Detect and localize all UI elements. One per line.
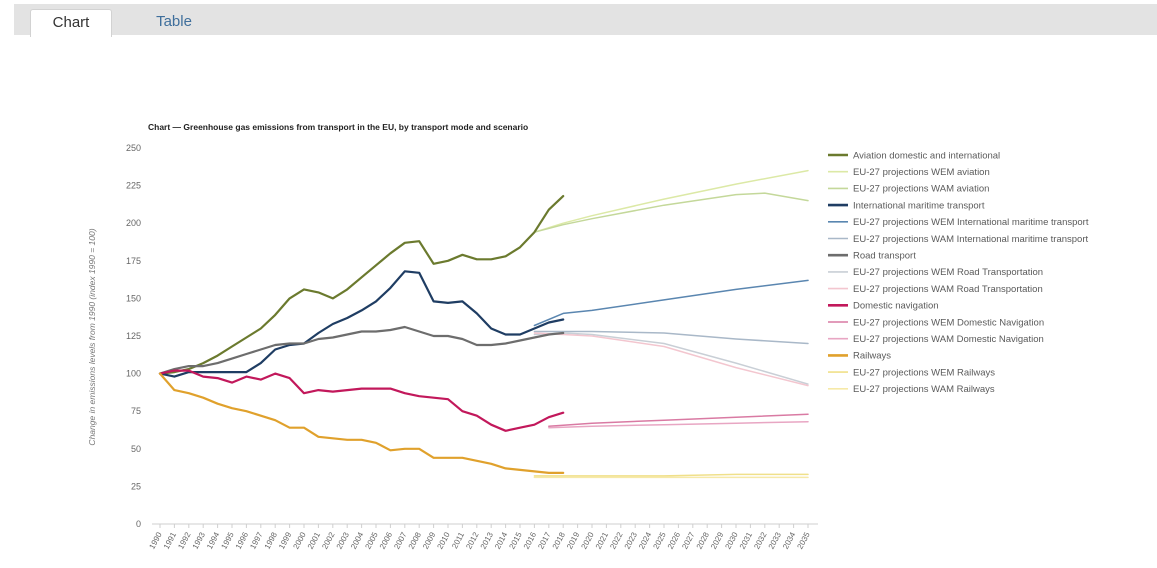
x-tick-label: 2031 — [738, 530, 755, 550]
x-tick-label: 2003 — [335, 530, 352, 550]
x-tick-label: 2022 — [608, 530, 625, 550]
y-tick-label: 125 — [126, 331, 141, 341]
x-tick-label: 2021 — [594, 530, 611, 550]
y-tick-label: 25 — [131, 481, 141, 491]
y-tick-label: 0 — [136, 519, 141, 529]
x-tick-label: 2035 — [795, 530, 812, 550]
legend-label: EU-27 projections WEM Domestic Navigatio… — [853, 317, 1044, 328]
x-tick-label: 1990 — [147, 530, 164, 550]
x-tick-label: 2024 — [637, 530, 654, 550]
legend-label: EU-27 projections WAM Road Transportatio… — [853, 284, 1043, 295]
x-tick-label: 2002 — [320, 530, 337, 550]
x-tick-label: 2008 — [407, 530, 424, 550]
x-tick-label: 2016 — [522, 530, 539, 550]
chart-title: Chart — Greenhouse gas emissions from tr… — [148, 122, 528, 132]
x-tick-label: 2029 — [709, 530, 726, 550]
x-tick-label: 2017 — [536, 530, 553, 550]
x-tick-label: 1997 — [248, 530, 265, 550]
y-tick-label: 200 — [126, 218, 141, 228]
x-tick-label: 2027 — [680, 530, 697, 550]
series-line — [533, 330, 809, 345]
legend-label: Road transport — [853, 251, 916, 262]
legend-label: EU-27 projections WEM aviation — [853, 167, 990, 178]
y-tick-label: 75 — [131, 406, 141, 416]
y-tick-label: 150 — [126, 293, 141, 303]
series-line — [533, 169, 809, 233]
y-tick-label: 225 — [126, 181, 141, 191]
x-tick-label: 2023 — [623, 530, 640, 550]
tab-bar: Chart Table — [14, 4, 1157, 37]
series-line — [533, 192, 809, 233]
x-tick-label: 2006 — [378, 530, 395, 550]
plot-area — [158, 169, 809, 479]
x-tick-label: 1992 — [176, 530, 193, 550]
legend-label: Aviation domestic and international — [853, 150, 1000, 161]
series-line — [548, 413, 809, 427]
legend-label: EU-27 projections WAM Railways — [853, 384, 995, 395]
legend-label: EU-27 projections WAM International mari… — [853, 234, 1088, 245]
x-tick-label: 2007 — [392, 530, 409, 550]
x-tick-label: 1995 — [219, 530, 236, 550]
x-tick-label: 2026 — [666, 530, 683, 550]
x-tick-label: 1998 — [263, 530, 280, 550]
x-tick-label: 2019 — [565, 530, 582, 550]
y-tick-label: 50 — [131, 444, 141, 454]
y-tick-label: 175 — [126, 256, 141, 266]
x-tick-label: 2005 — [363, 530, 380, 550]
x-tick-label: 2014 — [493, 530, 510, 550]
x-tick-label: 2010 — [435, 530, 452, 550]
series-line — [158, 325, 565, 375]
x-tick-label: 2018 — [551, 530, 568, 550]
x-tick-label: 2013 — [479, 530, 496, 550]
x-tick-label: 2012 — [464, 530, 481, 550]
legend-label: EU-27 projections WEM Road Transportatio… — [853, 267, 1043, 278]
x-tick-label: 1994 — [205, 530, 222, 550]
legend-label: EU-27 projections WEM International mari… — [853, 217, 1089, 228]
legend-label: EU-27 projections WAM Domestic Navigatio… — [853, 334, 1044, 345]
x-tick-label: 2020 — [579, 530, 596, 550]
series-line — [533, 279, 809, 327]
legend: Aviation domestic and international EU-27… — [828, 150, 1089, 395]
y-axis-label: Change in emissions levels from 1990 (in… — [87, 228, 97, 445]
x-tick-label: 2030 — [723, 530, 740, 550]
x-tick-label: 2032 — [752, 530, 769, 550]
series-line — [158, 369, 565, 432]
x-tick-label: 2034 — [781, 530, 798, 550]
series-line — [158, 195, 565, 375]
tab-chart[interactable]: Chart — [30, 9, 112, 37]
x-tick-label: 1991 — [162, 530, 179, 550]
legend-label: EU-27 projections WAM aviation — [853, 184, 989, 195]
legend-label: Railways — [853, 351, 891, 362]
legend-label: International maritime transport — [853, 200, 985, 211]
y-tick-label: 250 — [126, 143, 141, 153]
x-tick-label: 2000 — [291, 530, 308, 550]
x-tick-label: 2015 — [507, 530, 524, 550]
x-tick-label: 1999 — [277, 530, 294, 550]
legend-label: Domestic navigation — [853, 301, 939, 312]
x-tick-label: 2009 — [421, 530, 438, 550]
tab-table[interactable]: Table — [156, 13, 192, 30]
series-line — [533, 473, 809, 477]
x-tick-label: 1993 — [191, 530, 208, 550]
x-tick-label: 2025 — [651, 530, 668, 550]
series-line — [158, 372, 565, 474]
x-tick-label: 2004 — [349, 530, 366, 550]
x-tick-label: 1996 — [234, 530, 251, 550]
x-tick-label: 2028 — [695, 530, 712, 550]
x-tick-label: 2001 — [306, 530, 323, 550]
series-line — [158, 270, 565, 378]
series-line — [548, 420, 809, 429]
legend-label: EU-27 projections WEM Railways — [853, 367, 995, 378]
x-tick-label: 2033 — [767, 530, 784, 550]
y-tick-label: 100 — [126, 369, 141, 379]
